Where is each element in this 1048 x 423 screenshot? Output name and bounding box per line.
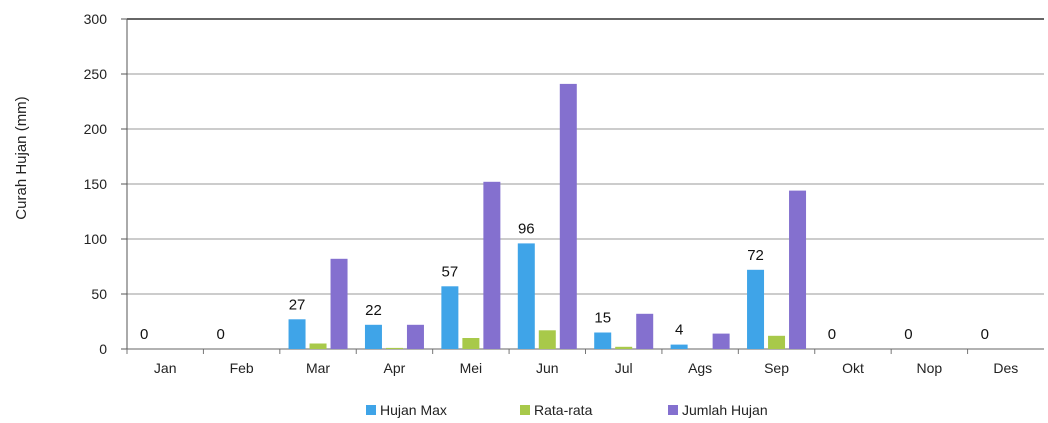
legend: Hujan Max Rata-rata Jumlah Hujan: [366, 402, 768, 418]
bar-rata-rata: [538, 330, 556, 349]
bar-hujan-max: [441, 286, 459, 349]
data-label: 0: [216, 326, 224, 343]
bar-jumlah-hujan: [712, 333, 730, 349]
x-tick-label: Apr: [384, 360, 406, 376]
bar-jumlah-hujan: [789, 190, 807, 349]
data-label: 96: [518, 220, 535, 237]
bar-jumlah-hujan: [330, 258, 348, 349]
y-tick-label: 200: [84, 121, 108, 137]
legend-label: Jumlah Hujan: [682, 402, 768, 418]
gridlines: [127, 18, 1044, 350]
bar-hujan-max: [670, 344, 688, 349]
bar-hujan-max: [747, 269, 765, 349]
data-label: 4: [675, 322, 683, 339]
bar-rata-rata: [615, 346, 633, 349]
bar-hujan-max: [594, 332, 612, 349]
data-label: 0: [140, 326, 148, 343]
x-tick-label: Jun: [536, 360, 559, 376]
bar-jumlah-hujan: [636, 313, 654, 349]
bar-hujan-max: [364, 324, 382, 349]
y-tick-label: 0: [99, 341, 107, 357]
x-tick-label: Mar: [306, 360, 330, 376]
legend-swatch: [520, 405, 530, 415]
x-tick-label: Mei: [460, 360, 483, 376]
y-tick-label: 150: [84, 176, 108, 192]
x-tick-label: Nop: [917, 360, 943, 376]
x-tick-label: Okt: [842, 360, 864, 376]
data-label: 72: [747, 247, 764, 264]
y-tick-label: 250: [84, 66, 108, 82]
data-label: 0: [981, 326, 989, 343]
x-tick-label: Ags: [688, 360, 712, 376]
y-tick-label: 100: [84, 231, 108, 247]
data-label: 0: [904, 326, 912, 343]
data-label: 15: [594, 310, 611, 327]
legend-swatch: [366, 405, 376, 415]
bars: [288, 83, 807, 350]
data-label: 57: [442, 263, 459, 280]
bar-rata-rata: [462, 338, 480, 349]
bar-jumlah-hujan: [406, 324, 424, 349]
x-tick-label: Jul: [615, 360, 633, 376]
x-tick-label: Feb: [230, 360, 254, 376]
bar-hujan-max: [517, 243, 535, 349]
y-axis-title: Curah Hujan (mm): [13, 96, 30, 219]
x-tick-label: Jan: [154, 360, 177, 376]
x-tick-label: Des: [993, 360, 1018, 376]
legend-swatch: [668, 405, 678, 415]
axes: [121, 18, 1044, 354]
data-label: 22: [365, 302, 382, 319]
data-label: 27: [289, 296, 306, 313]
y-tick-label: 300: [84, 11, 108, 27]
bar-jumlah-hujan: [483, 181, 501, 349]
data-labels: 0 0 27 22 57 96 15 4 72 0 0 0: [140, 220, 989, 343]
x-tick-label: Sep: [764, 360, 789, 376]
legend-label: Rata-rata: [534, 402, 593, 418]
bar-rata-rata: [309, 343, 327, 349]
bar-hujan-max: [288, 319, 306, 349]
bar-jumlah-hujan: [559, 83, 577, 350]
legend-label: Hujan Max: [380, 402, 447, 418]
data-label: 0: [828, 326, 836, 343]
bar-rata-rata: [385, 347, 403, 349]
y-tick-label: 50: [91, 286, 107, 302]
bar-rata-rata: [768, 335, 786, 349]
